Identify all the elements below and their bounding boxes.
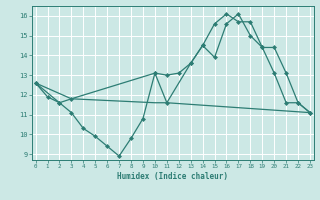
X-axis label: Humidex (Indice chaleur): Humidex (Indice chaleur) [117,172,228,181]
